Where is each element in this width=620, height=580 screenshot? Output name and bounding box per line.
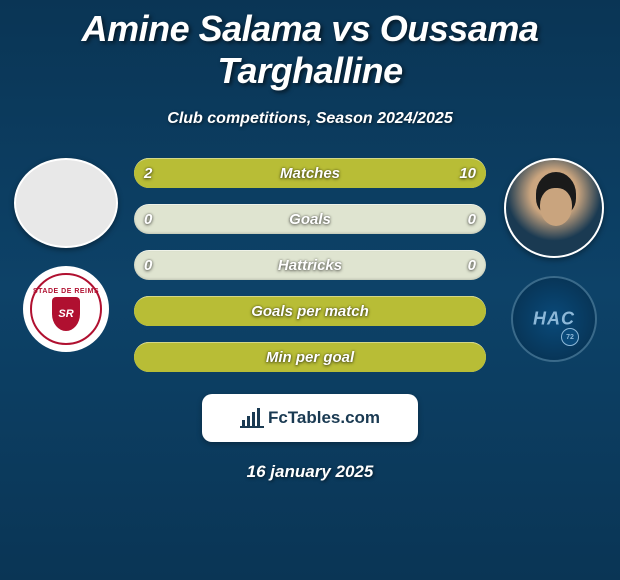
date-text: 16 january 2025 xyxy=(0,462,620,482)
stat-row-goals-per-match: Goals per match xyxy=(134,296,486,326)
comparison-content: STADE DE REIMS 2 10 Matches 0 0 Goals 0 0 Hattri… xyxy=(0,158,620,372)
stat-right-value: 10 xyxy=(459,165,476,182)
stat-label: Matches xyxy=(280,165,340,182)
player1-club-badge: STADE DE REIMS xyxy=(23,266,109,352)
stat-row-min-per-goal: Min per goal xyxy=(134,342,486,372)
player1-name: Amine Salama xyxy=(82,8,322,49)
club1-text-top: STADE DE REIMS xyxy=(33,288,99,295)
left-side: STADE DE REIMS xyxy=(6,158,126,352)
stat-right-value: 0 xyxy=(468,257,476,274)
bar-chart-icon xyxy=(240,408,264,428)
club1-shield-icon xyxy=(52,297,80,331)
subtitle: Club competitions, Season 2024/2025 xyxy=(0,110,620,128)
stat-left-value: 0 xyxy=(144,211,152,228)
vs-text: vs xyxy=(331,8,370,49)
stat-right-value: 0 xyxy=(468,211,476,228)
stat-label: Min per goal xyxy=(266,349,354,366)
player2-club-badge xyxy=(511,276,597,362)
player1-avatar xyxy=(14,158,118,248)
stat-left-value: 0 xyxy=(144,257,152,274)
stat-label: Goals per match xyxy=(251,303,369,320)
stat-label: Hattricks xyxy=(278,257,342,274)
stat-bars: 2 10 Matches 0 0 Goals 0 0 Hattricks Goals per ma… xyxy=(126,158,494,372)
bar-fill-left xyxy=(134,158,193,188)
comparison-title: Amine Salama vs Oussama Targhalline xyxy=(0,0,620,92)
stat-row-hattricks: 0 0 Hattricks xyxy=(134,250,486,280)
stat-left-value: 2 xyxy=(144,165,152,182)
stat-row-goals: 0 0 Goals xyxy=(134,204,486,234)
stat-label: Goals xyxy=(289,211,331,228)
watermark-badge[interactable]: FcTables.com xyxy=(202,394,418,442)
right-side xyxy=(494,158,614,362)
player2-avatar xyxy=(504,158,604,258)
stat-row-matches: 2 10 Matches xyxy=(134,158,486,188)
watermark-text: FcTables.com xyxy=(268,408,380,428)
